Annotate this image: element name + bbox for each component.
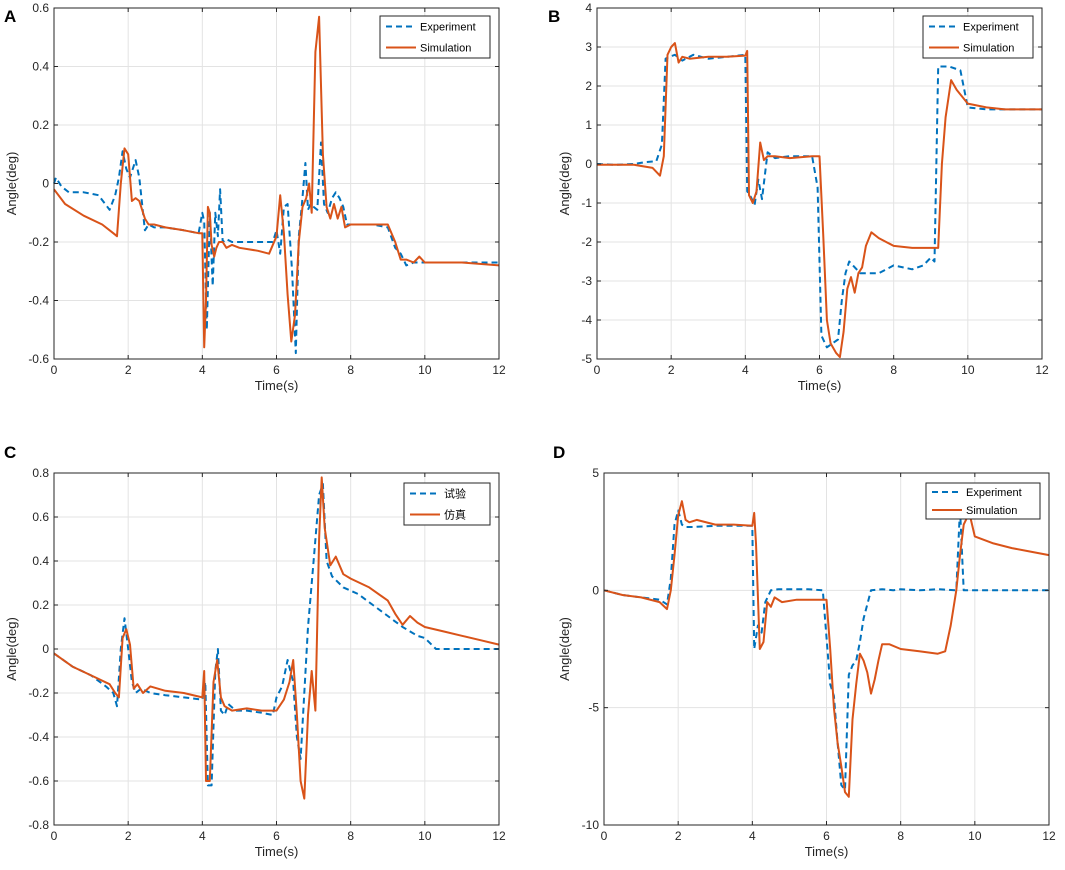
y-tick-label: 0.6 [32, 1, 49, 15]
x-axis-label: Time(s) [805, 844, 849, 859]
x-tick-label: 10 [968, 829, 982, 843]
y-tick-label: 0 [42, 642, 49, 656]
x-tick-label: 8 [347, 829, 354, 843]
legend-entry: Simulation [963, 43, 1014, 55]
x-tick-label: 2 [125, 829, 132, 843]
y-tick-label: 3 [585, 40, 592, 54]
y-tick-label: 0.4 [32, 554, 49, 568]
y-tick-label: -1 [581, 196, 592, 210]
x-tick-label: 10 [961, 363, 975, 377]
x-tick-label: 0 [601, 829, 608, 843]
x-tick-label: 2 [668, 363, 675, 377]
y-tick-label: 1 [585, 118, 592, 132]
x-tick-label: 2 [125, 363, 132, 377]
x-tick-label: 0 [51, 363, 58, 377]
panel-label: A [4, 7, 16, 26]
legend-entry: Simulation [420, 43, 471, 55]
series-line-experiment [53, 483, 499, 787]
y-tick-label: 2 [585, 79, 592, 93]
y-axis-label: Angle(deg) [4, 617, 19, 681]
x-tick-label: 8 [897, 829, 904, 843]
x-tick-label: 12 [1035, 363, 1049, 377]
x-tick-label: 4 [742, 363, 749, 377]
x-axis-label: Time(s) [255, 844, 299, 859]
y-tick-label: -0.6 [28, 774, 49, 788]
y-axis-label: Angle(deg) [557, 617, 572, 681]
y-tick-label: -10 [582, 818, 600, 832]
y-tick-label: -2 [581, 235, 592, 249]
x-tick-label: 0 [51, 829, 58, 843]
y-tick-label: 5 [592, 466, 599, 480]
legend-entry: Experiment [963, 22, 1019, 34]
x-tick-label: 4 [199, 363, 206, 377]
y-tick-label: -0.4 [28, 730, 49, 744]
chart-panel-b: 0 2 4 6 8 10 12-5-4-3-2-101234Time(s)Angle(deg… [548, 1, 1049, 393]
x-tick-label: 4 [749, 829, 756, 843]
legend-entry: 试验 [444, 487, 466, 501]
legend-box [922, 15, 1034, 59]
series-line-simulation [603, 500, 1050, 798]
y-tick-label: -0.8 [28, 818, 49, 832]
series-line-simulation [53, 15, 500, 349]
x-tick-label: 10 [418, 363, 432, 377]
legend-box [925, 482, 1041, 520]
y-tick-label: -3 [581, 274, 592, 288]
legend: Experiment Simulation [925, 482, 1041, 520]
legend-entry: 仿真 [444, 508, 466, 522]
y-tick-label: -5 [581, 352, 592, 366]
y-tick-label: 0.6 [32, 510, 49, 524]
y-tick-label: 0.2 [32, 118, 49, 132]
x-tick-label: 6 [273, 363, 280, 377]
panel-label: D [553, 443, 565, 462]
y-axis-label: Angle(deg) [557, 152, 572, 216]
x-tick-label: 6 [816, 363, 823, 377]
y-tick-label: 0.2 [32, 598, 49, 612]
panel-label: C [4, 443, 16, 462]
y-tick-label: -0.2 [28, 686, 49, 700]
x-axis-label: Time(s) [255, 378, 299, 393]
legend-box [403, 482, 491, 526]
chart-panel-d: 0 2 4 6 8 10 12 -10 -5 0 5 Time(s) Angle(deg) D Experi… [553, 443, 1056, 859]
x-tick-label: 6 [823, 829, 830, 843]
x-tick-label: 12 [492, 829, 506, 843]
legend-entry: Simulation [966, 505, 1017, 517]
x-tick-label: 8 [347, 363, 354, 377]
x-tick-label: 4 [199, 829, 206, 843]
legend: Experiment Simulation [379, 15, 491, 59]
x-tick-label: 0 [594, 363, 601, 377]
series-line-simulation [53, 476, 500, 800]
y-tick-label: -0.6 [28, 352, 49, 366]
x-tick-label: 10 [418, 829, 432, 843]
chart-panel-c: 0 2 4 6 8 10 12 -0.8 -0.6 -0.4 -0.2 0 0.2 0.4 0.6 0.8 Ti… [4, 443, 506, 859]
y-tick-label: -0.4 [28, 294, 49, 308]
y-tick-label: 0 [592, 583, 599, 597]
y-axis-label: Angle(deg) [4, 152, 19, 216]
x-tick-label: 12 [492, 363, 506, 377]
series-line-experiment [603, 507, 1049, 791]
y-tick-label: 0.4 [32, 60, 49, 74]
chart-panel-a: 0 2 4 6 8 10 12 -0.6 -0.4 -0.2 0 0.2 0.4 0.6 Time(s) An… [4, 1, 506, 393]
series-line-experiment [596, 53, 1042, 349]
y-tick-label: -4 [581, 313, 592, 327]
x-tick-label: 2 [675, 829, 682, 843]
panel-label: B [548, 7, 560, 26]
x-tick-label: 6 [273, 829, 280, 843]
x-tick-label: 12 [1042, 829, 1056, 843]
y-tick-label: 0 [585, 157, 592, 171]
legend-box [379, 15, 491, 59]
legend: Experiment Simulation [922, 15, 1034, 59]
legend-entry: Experiment [966, 487, 1022, 499]
y-tick-label: 0.8 [32, 466, 49, 480]
x-tick-label: 8 [890, 363, 897, 377]
legend-entry: Experiment [420, 22, 476, 34]
y-tick-label: 4 [585, 1, 592, 15]
x-axis-label: Time(s) [798, 378, 842, 393]
y-tick-label: -0.2 [28, 235, 49, 249]
y-tick-label: 0 [42, 177, 49, 191]
series-line-simulation [597, 42, 1042, 359]
y-tick-label: -5 [588, 701, 599, 715]
